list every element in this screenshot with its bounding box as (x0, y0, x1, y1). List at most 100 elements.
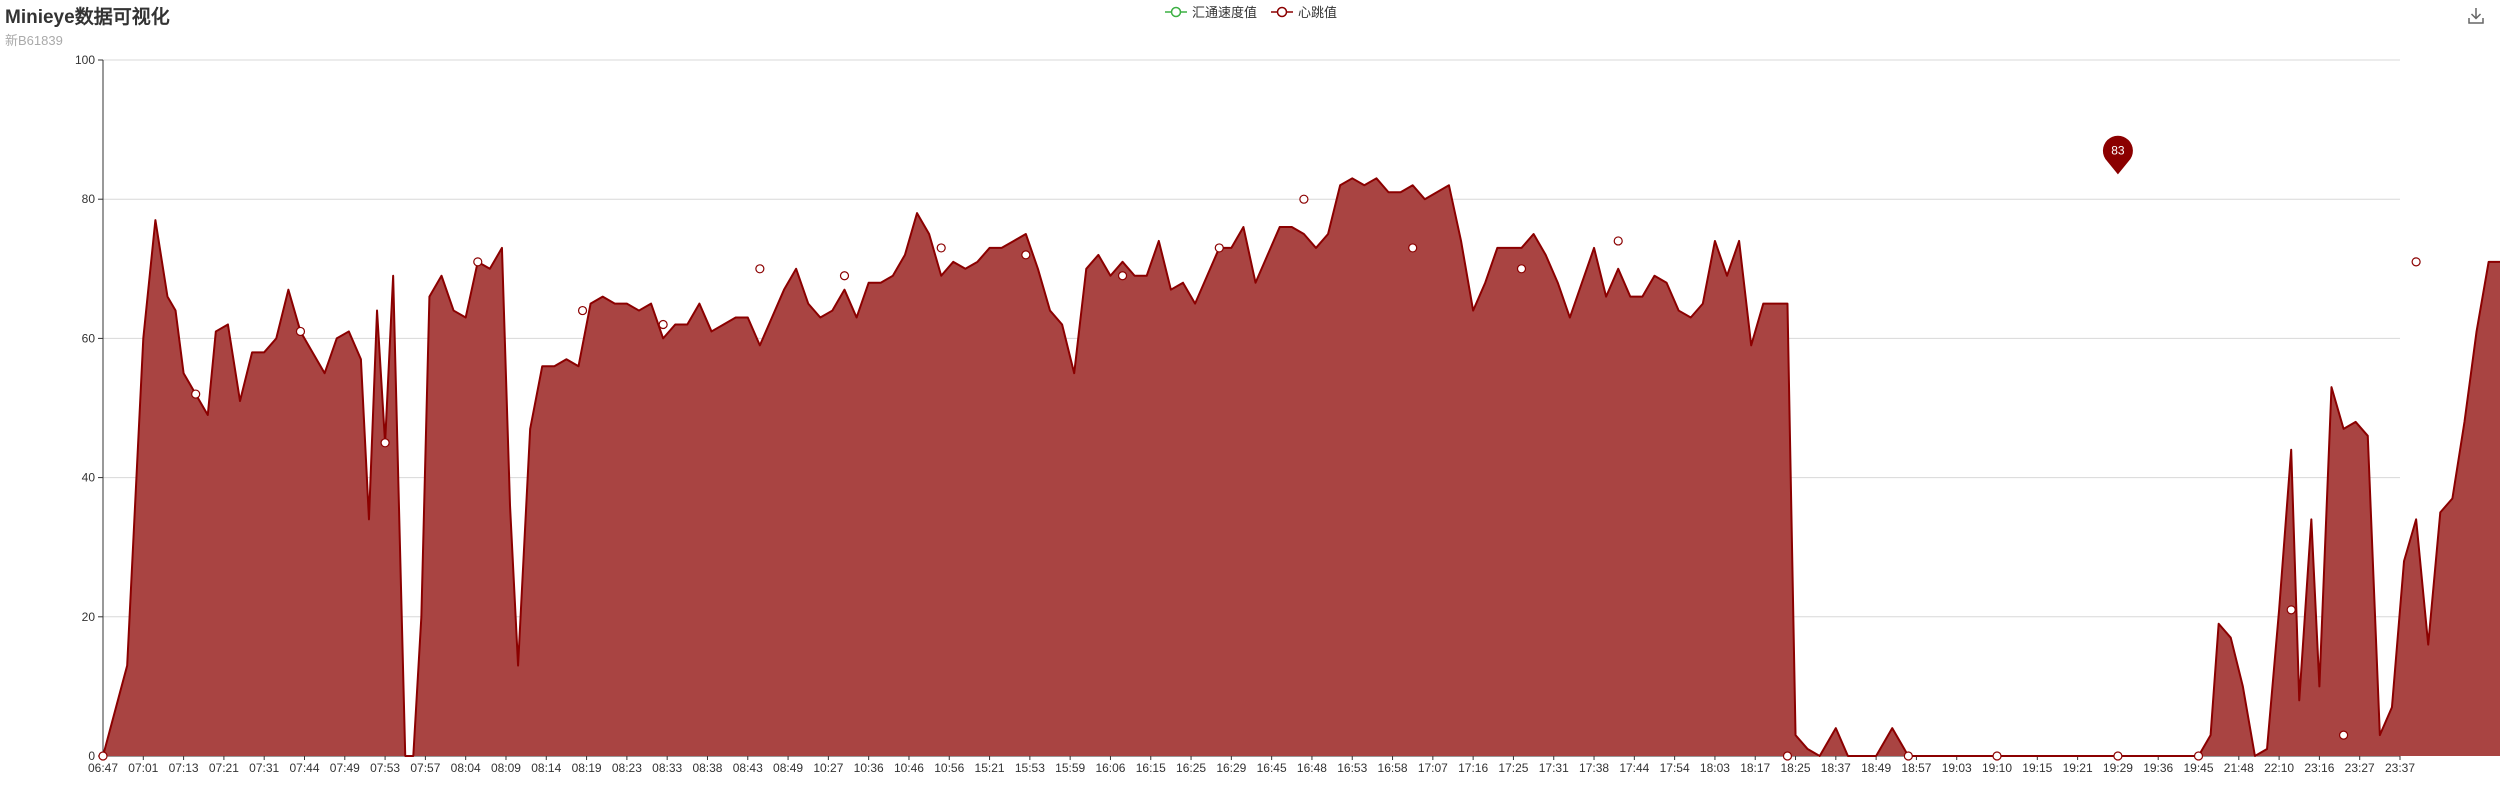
heartbeat-point (2113, 751, 2123, 761)
legend-item-heartbeat[interactable]: 心跳值 (1271, 2, 1337, 21)
heartbeat-point (191, 389, 201, 399)
heartbeat-point (473, 257, 483, 267)
x-tick-label: 16:53 (1337, 761, 1367, 775)
download-icon[interactable] (2466, 6, 2486, 31)
heartbeat-point (98, 751, 108, 761)
x-tick-label: 19:45 (2183, 761, 2213, 775)
x-tick-label: 16:06 (1095, 761, 1125, 775)
x-tick-label: 08:23 (612, 761, 642, 775)
x-tick-label: 18:57 (1901, 761, 1931, 775)
legend-swatch-speed (1165, 6, 1187, 17)
x-tick-label: 10:27 (813, 761, 843, 775)
legend: 汇通速度值 心跳值 (1165, 2, 1337, 21)
x-tick-label: 17:16 (1458, 761, 1488, 775)
x-tick-label: 18:49 (1861, 761, 1891, 775)
heartbeat-point (1408, 243, 1418, 253)
x-tick-label: 08:19 (572, 761, 602, 775)
y-tick-label: 80 (82, 192, 96, 206)
heartbeat-point (936, 243, 946, 253)
x-tick-label: 08:09 (491, 761, 521, 775)
heartbeat-point (380, 438, 390, 448)
x-tick-label: 08:33 (652, 761, 682, 775)
x-tick-label: 18:03 (1700, 761, 1730, 775)
heartbeat-point (1613, 236, 1623, 246)
x-tick-label: 16:15 (1136, 761, 1166, 775)
heartbeat-point (1516, 264, 1527, 274)
heartbeat-point (1782, 751, 1793, 761)
heartbeat-point (1299, 194, 1309, 204)
x-tick-label: 23:37 (2385, 761, 2415, 775)
x-tick-label: 21:48 (2224, 761, 2254, 775)
chart-subtitle: 新B61839 (5, 33, 63, 48)
max-mark-label: 83 (2111, 143, 2125, 157)
x-tick-label: 10:56 (934, 761, 964, 775)
x-tick-label: 08:14 (531, 761, 561, 775)
x-tick-label: 07:57 (410, 761, 440, 775)
heartbeat-point (1214, 243, 1224, 253)
x-tick-label: 17:44 (1619, 761, 1649, 775)
x-tick-label: 07:44 (289, 761, 319, 775)
x-tick-label: 08:43 (733, 761, 763, 775)
x-tick-label: 17:54 (1660, 761, 1690, 775)
x-tick-label: 08:04 (451, 761, 481, 775)
x-tick-label: 16:48 (1297, 761, 1327, 775)
heartbeat-point (295, 326, 306, 337)
y-tick-label: 60 (82, 331, 96, 345)
x-tick-label: 16:45 (1257, 761, 1287, 775)
heartbeat-point (839, 271, 850, 281)
x-tick-label: 23:27 (2345, 761, 2375, 775)
heartbeat-point (2193, 751, 2204, 761)
heartbeat-point (1992, 751, 2002, 761)
x-tick-label: 19:29 (2103, 761, 2133, 775)
x-tick-label: 18:37 (1821, 761, 1851, 775)
x-tick-label: 16:29 (1216, 761, 1246, 775)
heartbeat-line (102, 177, 2500, 757)
x-tick-label: 07:53 (370, 761, 400, 775)
heartbeat-point (1903, 751, 1913, 761)
chart-title: Minieye数据可视化 (5, 7, 170, 28)
x-tick-label: 07:21 (209, 761, 239, 775)
x-tick-label: 22:10 (2264, 761, 2294, 775)
heartbeat-point (1117, 271, 1128, 281)
heartbeat-point (2286, 605, 2296, 615)
heartbeat-point (577, 305, 588, 316)
heartbeat-point (2411, 257, 2421, 267)
x-tick-label: 19:36 (2143, 761, 2173, 775)
x-tick-label: 10:46 (894, 761, 924, 775)
x-tick-label: 17:38 (1579, 761, 1609, 775)
x-tick-label: 23:16 (2304, 761, 2334, 775)
x-tick-label: 18:25 (1781, 761, 1811, 775)
x-tick-label: 17:31 (1539, 761, 1569, 775)
y-tick-label: 40 (82, 471, 96, 485)
y-tick-label: 0 (88, 749, 95, 763)
heartbeat-point (755, 264, 765, 274)
x-tick-label: 16:25 (1176, 761, 1206, 775)
legend-swatch-heartbeat (1271, 6, 1294, 17)
heartbeat-point (2338, 730, 2349, 740)
x-tick-label: 10:36 (854, 761, 884, 775)
legend-label-heartbeat: 心跳值 (1298, 5, 1338, 20)
x-tick-label: 15:53 (1015, 761, 1045, 775)
x-tick-label: 19:10 (1982, 761, 2012, 775)
x-tick-label: 06:47 (88, 761, 118, 775)
x-tick-label: 18:17 (1740, 761, 1770, 775)
x-tick-label: 07:49 (330, 761, 360, 775)
max-mark-pin (2102, 135, 2133, 175)
x-tick-label: 07:31 (249, 761, 279, 775)
heartbeat-point (658, 319, 668, 330)
x-tick-label: 19:03 (1942, 761, 1972, 775)
legend-item-speed[interactable]: 汇通速度值 (1165, 2, 1257, 21)
x-tick-label: 15:59 (1055, 761, 1085, 775)
legend-label-speed: 汇通速度值 (1192, 5, 1258, 20)
heartbeat-area (103, 178, 2500, 756)
x-tick-label: 17:25 (1498, 761, 1528, 775)
x-tick-label: 17:07 (1418, 761, 1448, 775)
x-tick-label: 15:21 (975, 761, 1005, 775)
x-tick-label: 08:38 (692, 761, 722, 775)
x-tick-label: 19:21 (2063, 761, 2093, 775)
x-tick-label: 19:15 (2022, 761, 2052, 775)
x-tick-label: 07:01 (128, 761, 158, 775)
y-tick-label: 20 (82, 610, 96, 624)
